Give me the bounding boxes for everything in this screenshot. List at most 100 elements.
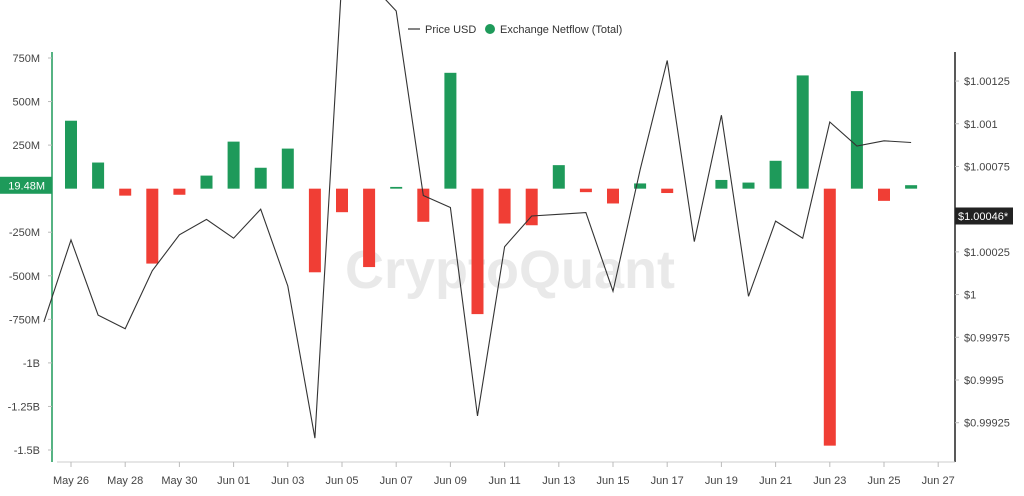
legend-netflow-dot-marker <box>485 24 495 34</box>
netflow-bar[interactable] <box>200 175 213 189</box>
x-tick-label: Jun 01 <box>217 475 250 487</box>
netflow-bar[interactable] <box>390 186 403 189</box>
x-tick-label: Jun 17 <box>651 475 684 487</box>
netflow-bar[interactable] <box>823 188 836 446</box>
price-point[interactable] <box>502 244 508 250</box>
netflow-bar[interactable] <box>281 148 294 189</box>
price-point[interactable] <box>258 206 264 212</box>
netflow-bar[interactable] <box>173 188 186 195</box>
right-tick-label: $0.99925 <box>964 418 1010 430</box>
netflow-bar[interactable] <box>634 183 647 189</box>
current-netflow-badge: 19.48M <box>0 176 52 194</box>
netflow-bar[interactable] <box>579 188 592 193</box>
netflow-bar[interactable] <box>119 188 132 196</box>
price-point[interactable] <box>122 326 128 332</box>
netflow-bar[interactable] <box>498 188 511 224</box>
price-point[interactable] <box>231 235 237 241</box>
legend-price-label[interactable]: Price USD <box>425 24 476 36</box>
price-point[interactable] <box>854 143 860 149</box>
price-point[interactable] <box>827 119 833 125</box>
current-price-badge-bg <box>955 207 1013 225</box>
x-tick-label: Jun 23 <box>813 475 846 487</box>
netflow-bar[interactable] <box>905 185 918 189</box>
right-tick-label: $1 <box>964 290 976 302</box>
netflow-bar[interactable] <box>363 188 376 268</box>
x-tick-label: Jun 05 <box>325 475 358 487</box>
right-tick-label: $1.00125 <box>964 76 1010 88</box>
left-tick-label: -1.5B <box>14 445 40 457</box>
price-point[interactable] <box>529 213 535 219</box>
netflow-bar[interactable] <box>146 188 159 264</box>
price-point[interactable] <box>149 268 155 274</box>
netflow-bar[interactable] <box>552 165 565 189</box>
price-point[interactable] <box>41 319 47 325</box>
price-point[interactable] <box>447 204 453 210</box>
right-tick-label: $0.9995 <box>964 375 1004 387</box>
netflow-bar[interactable] <box>92 162 105 189</box>
netflow-bar[interactable] <box>471 188 484 315</box>
price-point[interactable] <box>204 216 210 222</box>
right-axis: $1.00125 $1.001 $1.00075 $1.00025 $1 $0.99975… <box>954 52 1010 462</box>
netflow-bar[interactable] <box>227 141 240 189</box>
watermark: CryptoQuant <box>345 240 675 300</box>
current-price-badge-label: $1.00046* <box>958 211 1009 223</box>
netflow-bar[interactable] <box>336 188 348 213</box>
netflow-bar[interactable] <box>878 188 890 201</box>
right-tick-label: $1.00075 <box>964 161 1010 173</box>
x-tick-label: Jun 13 <box>542 475 575 487</box>
price-point[interactable] <box>691 239 697 245</box>
current-netflow-badge-label: 19.48M <box>8 180 45 192</box>
left-tick-label: 500M <box>12 97 40 109</box>
price-point[interactable] <box>556 211 562 217</box>
netflow-bar[interactable] <box>850 91 863 189</box>
price-point[interactable] <box>610 288 616 294</box>
x-tick-label: Jun 19 <box>705 475 738 487</box>
x-tick-label: Jun 15 <box>596 475 629 487</box>
price-point[interactable] <box>68 237 74 243</box>
x-tick-label: May 30 <box>161 475 197 487</box>
price-point[interactable] <box>664 58 670 64</box>
left-tick-label: 750M <box>12 53 40 65</box>
netflow-bar[interactable] <box>796 75 809 189</box>
price-point[interactable] <box>773 218 779 224</box>
price-point[interactable] <box>908 140 914 146</box>
netflow-bar[interactable] <box>661 188 674 194</box>
price-line[interactable] <box>43 0 912 439</box>
current-netflow-badge-bg <box>0 176 52 194</box>
price-point[interactable] <box>420 193 426 199</box>
netflow-bar[interactable] <box>65 120 77 189</box>
price-point[interactable] <box>637 167 643 173</box>
netflow-bar[interactable] <box>444 72 457 189</box>
price-point[interactable] <box>285 283 291 289</box>
x-tick-label: May 26 <box>53 475 89 487</box>
netflow-bar[interactable] <box>525 188 538 226</box>
netflow-bar[interactable] <box>715 179 728 189</box>
netflow-bar[interactable] <box>742 182 755 189</box>
netflow-bars <box>65 72 918 446</box>
legend-netflow-label[interactable]: Exchange Netflow (Total) <box>500 24 622 36</box>
x-tick-label: Jun 11 <box>488 475 520 487</box>
x-tick-label: May 28 <box>107 475 143 487</box>
x-tick-label: Jun 21 <box>759 475 792 487</box>
left-tick-label: 250M <box>12 140 40 152</box>
price-point[interactable] <box>881 138 887 144</box>
netflow-bar[interactable] <box>607 188 619 204</box>
netflow-bar[interactable] <box>254 167 267 189</box>
price-point[interactable] <box>393 8 399 14</box>
right-tick-label: $1.00025 <box>964 247 1010 259</box>
left-tick-label: -1B <box>23 358 40 370</box>
price-point[interactable] <box>746 293 752 299</box>
price-point[interactable] <box>475 413 481 419</box>
price-point[interactable] <box>718 112 724 118</box>
legend: Price USD Exchange Netflow (Total) <box>408 24 622 36</box>
price-point[interactable] <box>583 210 589 216</box>
price-point[interactable] <box>176 232 182 238</box>
x-tick-label: Jun 09 <box>434 475 467 487</box>
netflow-bar[interactable] <box>769 160 782 189</box>
price-point[interactable] <box>312 435 318 441</box>
x-tick-label: Jun 27 <box>922 475 955 487</box>
netflow-bar[interactable] <box>308 188 321 273</box>
price-point[interactable] <box>800 235 806 241</box>
price-point[interactable] <box>95 312 101 318</box>
